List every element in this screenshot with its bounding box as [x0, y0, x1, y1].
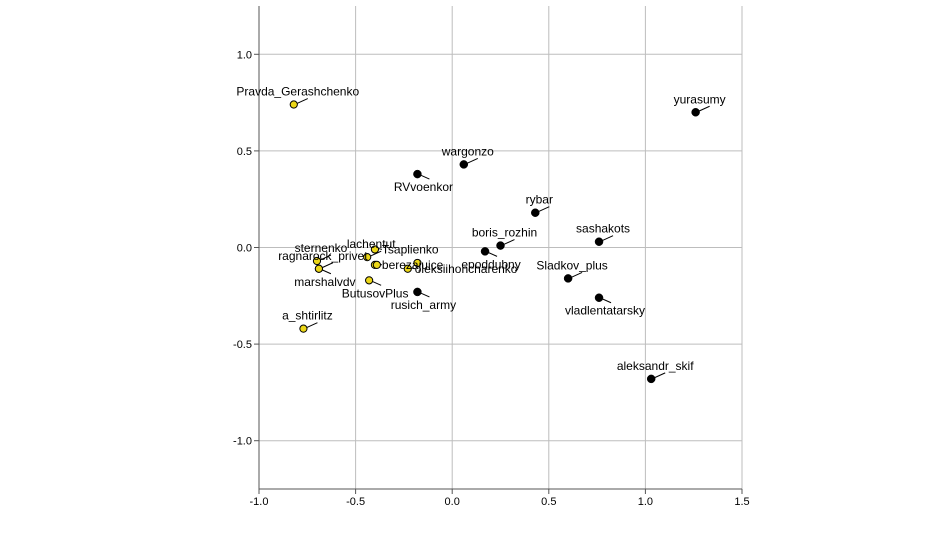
- label-leader-line: [321, 269, 332, 275]
- label-leader-line: [601, 298, 612, 304]
- scatter-point: [365, 276, 374, 285]
- point-label: boris_rozhin: [472, 226, 537, 240]
- y-tick-label: -0.5: [233, 339, 252, 351]
- label-leader-line: [420, 174, 430, 180]
- point-label: lachentut: [347, 237, 396, 251]
- y-tick-label: 1.0: [237, 49, 252, 61]
- label-leader-line: [698, 105, 710, 112]
- point-label: yurasumy: [674, 92, 726, 106]
- point-label: oleksiihoncharenko: [415, 262, 518, 276]
- point-label: ragnarock_privet: [278, 249, 368, 263]
- point-label: RVvoenkor: [394, 180, 453, 194]
- point-label: berezajuice: [382, 258, 444, 272]
- x-tick-label: 1.5: [734, 496, 749, 508]
- scatter-point: [413, 287, 422, 297]
- label-leader-line: [487, 251, 498, 257]
- scatter-point: [594, 237, 604, 246]
- scatter-point: [531, 208, 540, 217]
- label-leader-line: [538, 206, 550, 213]
- scatter-point: [594, 293, 604, 302]
- axes: -1.0 -0.5 0.0 0.5 1.0 1.5 1.0 0.5 0.0 -0.5 -1.0: [233, 6, 750, 508]
- label-leader-line: [466, 157, 478, 164]
- scatter-point: [289, 100, 298, 109]
- point-label: rusich_army: [391, 298, 456, 312]
- x-tick-label: 0.5: [541, 496, 556, 508]
- point-label: Pravda_Gerashchenko: [236, 85, 359, 99]
- scatter-point: [370, 245, 380, 254]
- scatter-point: [403, 264, 412, 273]
- point-label: ButusovPlus: [342, 286, 409, 300]
- point-label: rybar: [526, 193, 553, 207]
- point-label: a_shtirlitz: [282, 309, 333, 323]
- point-label: aleksandr_skif: [617, 359, 694, 373]
- scatter-point: [299, 324, 308, 333]
- point-label: epoddubny: [461, 257, 520, 271]
- point-label: marshalvdv: [294, 275, 355, 289]
- label-leader-line: [306, 322, 318, 329]
- y-tick-label: -1.0: [233, 436, 252, 448]
- scatter-point: [413, 169, 422, 179]
- scatter-point: [691, 108, 700, 117]
- scatter-point: [312, 256, 322, 266]
- scatter-point: [314, 264, 323, 273]
- label-leader-line: [369, 250, 382, 257]
- point-label: vladlentatarsky: [565, 304, 645, 318]
- point-label: Sladkov_plus: [536, 258, 607, 272]
- scatter-point: [372, 260, 381, 269]
- label-leader-line: [601, 235, 614, 242]
- x-tick-label: 1.0: [638, 496, 653, 508]
- label-leader-line: [319, 254, 332, 261]
- scatter-point: [646, 374, 656, 384]
- label-leader-line: [503, 239, 515, 246]
- label-leader-line: [570, 271, 583, 278]
- point-label: sashakots: [576, 222, 630, 236]
- label-leader-line: [371, 280, 382, 286]
- point-label: Tsaplienko: [382, 242, 439, 256]
- scatter-point: [480, 247, 490, 256]
- x-tick-label: 0.0: [445, 496, 460, 508]
- point-label: wargonzo: [441, 144, 494, 158]
- scatter-point: [363, 253, 372, 262]
- scatter-point: [496, 241, 505, 250]
- label-leader-line: [321, 262, 334, 269]
- y-tick-label: 0.5: [237, 146, 252, 158]
- point-labels: Pravda_Gerashchenko sternenkoragnarock_pr…: [236, 85, 725, 373]
- scatter-point: [563, 274, 573, 283]
- label-leader-line: [420, 292, 430, 298]
- point-label: sternenko: [295, 241, 348, 255]
- x-tick-label: -0.5: [346, 496, 365, 508]
- x-tick-label: -1.0: [250, 496, 269, 508]
- scatter-point: [413, 258, 422, 268]
- label-leader-line: [296, 98, 308, 104]
- scatter-point: [459, 160, 469, 169]
- grid-layer: [259, 6, 743, 489]
- y-tick-label: 0.0: [237, 243, 252, 255]
- data-points: [289, 100, 700, 384]
- label-leader-line: [653, 372, 666, 379]
